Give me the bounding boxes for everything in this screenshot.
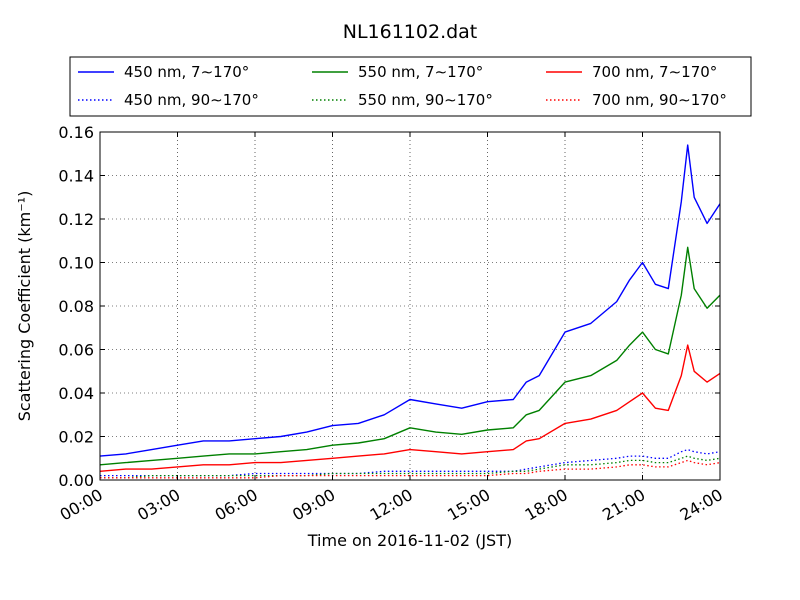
legend-label: 450 nm, 90∼170° [124,91,259,109]
legend-label: 550 nm, 7∼170° [358,63,483,81]
x-tick-label: 15:00 [444,485,493,525]
y-tick-label: 0.14 [58,167,94,186]
x-tick-label: 24:00 [677,485,726,525]
y-tick-label: 0.12 [58,210,94,229]
legend-frame [69,56,752,117]
x-axis-label: Time on 2016-11-02 (JST) [307,531,512,550]
y-tick-label: 0.08 [58,297,94,316]
legend-label: 700 nm, 7∼170° [592,63,717,81]
legend-label: 450 nm, 7∼170° [124,63,249,81]
y-axis-label: Scattering Coefficient (km⁻¹) [15,191,34,422]
y-tick-label: 0.00 [58,471,94,490]
y-tick-labels: 0.00 0.02 0.04 0.06 0.08 0.10 0.12 0.14 0.16 [58,123,94,490]
x-tick-label: 09:00 [289,485,338,525]
series-line-0 [99,144,721,457]
series-line-2 [99,246,721,466]
grid [100,132,720,480]
x-tick-label: 03:00 [134,485,183,525]
x-tick-label: 21:00 [599,485,648,525]
x-tick-label: 18:00 [522,485,571,525]
x-tick-label: 06:00 [212,485,261,525]
series-line-1 [100,448,721,477]
ticks [99,131,721,481]
legend-label: 700 nm, 90∼170° [592,91,727,109]
series-group [99,144,721,479]
legend-label: 550 nm, 90∼170° [358,91,493,109]
y-tick-label: 0.02 [58,428,94,447]
series-line-3 [100,455,721,479]
y-tick-label: 0.10 [58,254,94,273]
y-tick-label: 0.04 [58,384,94,403]
x-tick-label: 00:00 [57,485,106,525]
series-line-5 [100,459,721,479]
y-tick-label: 0.16 [58,123,94,142]
series-line-4 [99,344,721,472]
x-tick-labels: 00:00 03:00 06:00 09:00 12:00 15:00 18:00 21:00… [57,485,726,525]
x-tick-label: 12:00 [367,485,416,525]
y-tick-label: 0.06 [58,341,94,360]
legend: 450 nm, 7∼170° 550 nm, 7∼170° 700 nm, 7∼17… [69,56,752,117]
chart-title: NL161102.dat [343,21,478,43]
